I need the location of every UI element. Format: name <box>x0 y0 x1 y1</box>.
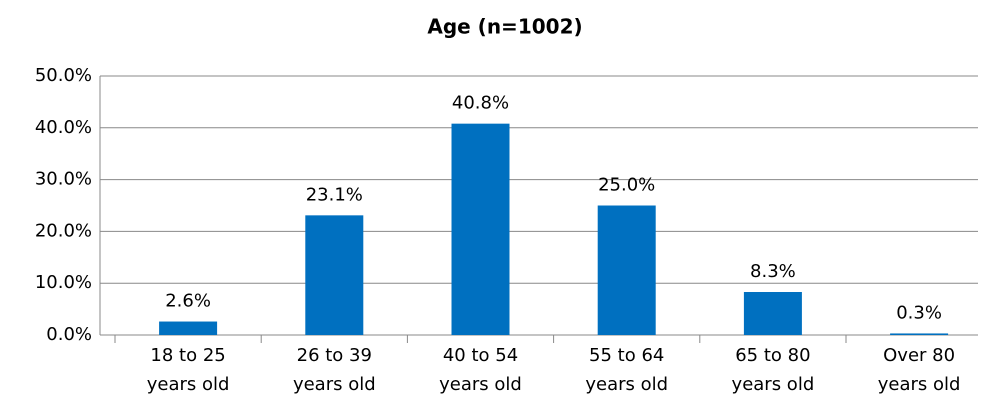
data-label: 8.3% <box>750 261 796 282</box>
bar <box>451 123 510 335</box>
x-tick-label: 65 to 80 years old <box>732 345 815 395</box>
data-label: 2.6% <box>165 291 211 312</box>
data-label: 40.8% <box>452 93 509 114</box>
data-label: 25.0% <box>598 175 655 196</box>
y-tick-label: 0.0% <box>46 324 92 345</box>
x-tick-label: 55 to 64 years old <box>585 345 668 395</box>
chart-title: Age (n=1002) <box>427 15 582 39</box>
x-tick-label: 40 to 54 years old <box>439 345 522 395</box>
bar <box>597 205 656 335</box>
bar <box>743 292 802 335</box>
x-tick-label: 26 to 39 years old <box>293 345 376 395</box>
x-tick-label: Over 80 years old <box>878 345 961 395</box>
bar <box>159 321 218 335</box>
bar <box>305 215 364 335</box>
y-tick-label: 20.0% <box>35 220 92 241</box>
y-tick-label: 40.0% <box>35 117 92 138</box>
x-tick-label: 18 to 25 years old <box>147 345 230 395</box>
data-label: 0.3% <box>896 302 942 323</box>
data-label: 23.1% <box>306 184 363 205</box>
y-tick-label: 10.0% <box>35 272 92 293</box>
bar <box>890 333 949 335</box>
y-tick-label: 30.0% <box>35 169 92 190</box>
y-tick-label: 50.0% <box>35 65 92 86</box>
